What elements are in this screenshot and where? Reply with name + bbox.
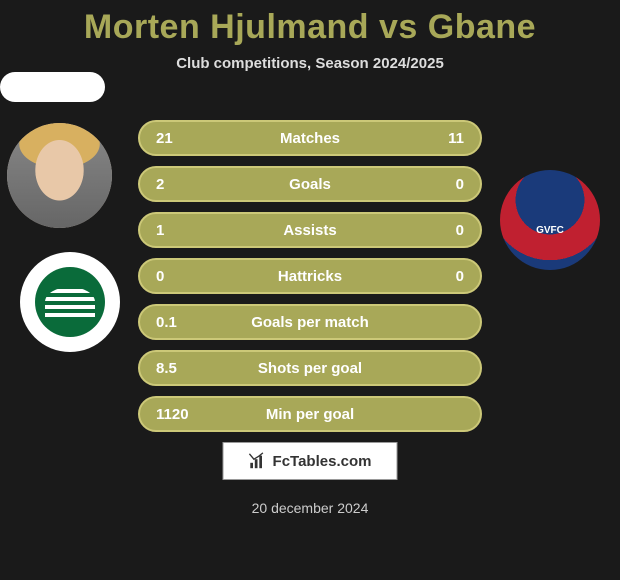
gvfc-badge-icon: GVFC bbox=[500, 170, 600, 236]
stat-left-value: 0 bbox=[140, 268, 225, 285]
fctables-badge[interactable]: FcTables.com bbox=[223, 442, 398, 480]
stat-right-value: 0 bbox=[395, 176, 480, 193]
stat-left-value: 21 bbox=[140, 130, 225, 147]
stat-row: 1 Assists 0 bbox=[138, 212, 482, 248]
stat-right-value: 0 bbox=[395, 268, 480, 285]
stats-container: 21 Matches 11 2 Goals 0 1 Assists 0 0 Ha… bbox=[138, 120, 482, 442]
stat-right-value: 0 bbox=[395, 222, 480, 239]
stat-label: Assists bbox=[225, 222, 395, 239]
stat-label: Shots per goal bbox=[225, 360, 395, 377]
player-left-photo bbox=[7, 123, 112, 228]
club-left-logo bbox=[20, 252, 120, 352]
date-label: 20 december 2024 bbox=[0, 500, 620, 516]
stat-left-value: 1 bbox=[140, 222, 225, 239]
stat-left-value: 1120 bbox=[140, 406, 225, 423]
stat-label: Matches bbox=[225, 130, 395, 147]
stat-row: 8.5 Shots per goal bbox=[138, 350, 482, 386]
stat-left-value: 0.1 bbox=[140, 314, 225, 331]
bar-chart-icon bbox=[249, 452, 267, 470]
stat-row: 21 Matches 11 bbox=[138, 120, 482, 156]
stat-right-value: 11 bbox=[395, 130, 480, 147]
stat-row: 1120 Min per goal bbox=[138, 396, 482, 432]
stat-row: 2 Goals 0 bbox=[138, 166, 482, 202]
stat-row: 0 Hattricks 0 bbox=[138, 258, 482, 294]
stat-label: Min per goal bbox=[225, 406, 395, 423]
stat-label: Goals bbox=[225, 176, 395, 193]
stat-label: Goals per match bbox=[225, 314, 395, 331]
club-right-logo: GVFC bbox=[500, 170, 600, 270]
fctables-label: FcTables.com bbox=[273, 453, 372, 470]
stat-label: Hattricks bbox=[225, 268, 395, 285]
stat-left-value: 2 bbox=[140, 176, 225, 193]
face-placeholder-icon bbox=[7, 123, 112, 228]
stat-row: 0.1 Goals per match bbox=[138, 304, 482, 340]
sporting-badge-icon bbox=[35, 267, 105, 337]
page-title: Morten Hjulmand vs Gbane bbox=[0, 0, 620, 47]
page-subtitle: Club competitions, Season 2024/2025 bbox=[0, 55, 620, 72]
stat-left-value: 8.5 bbox=[140, 360, 225, 377]
player-right-photo bbox=[0, 72, 105, 102]
